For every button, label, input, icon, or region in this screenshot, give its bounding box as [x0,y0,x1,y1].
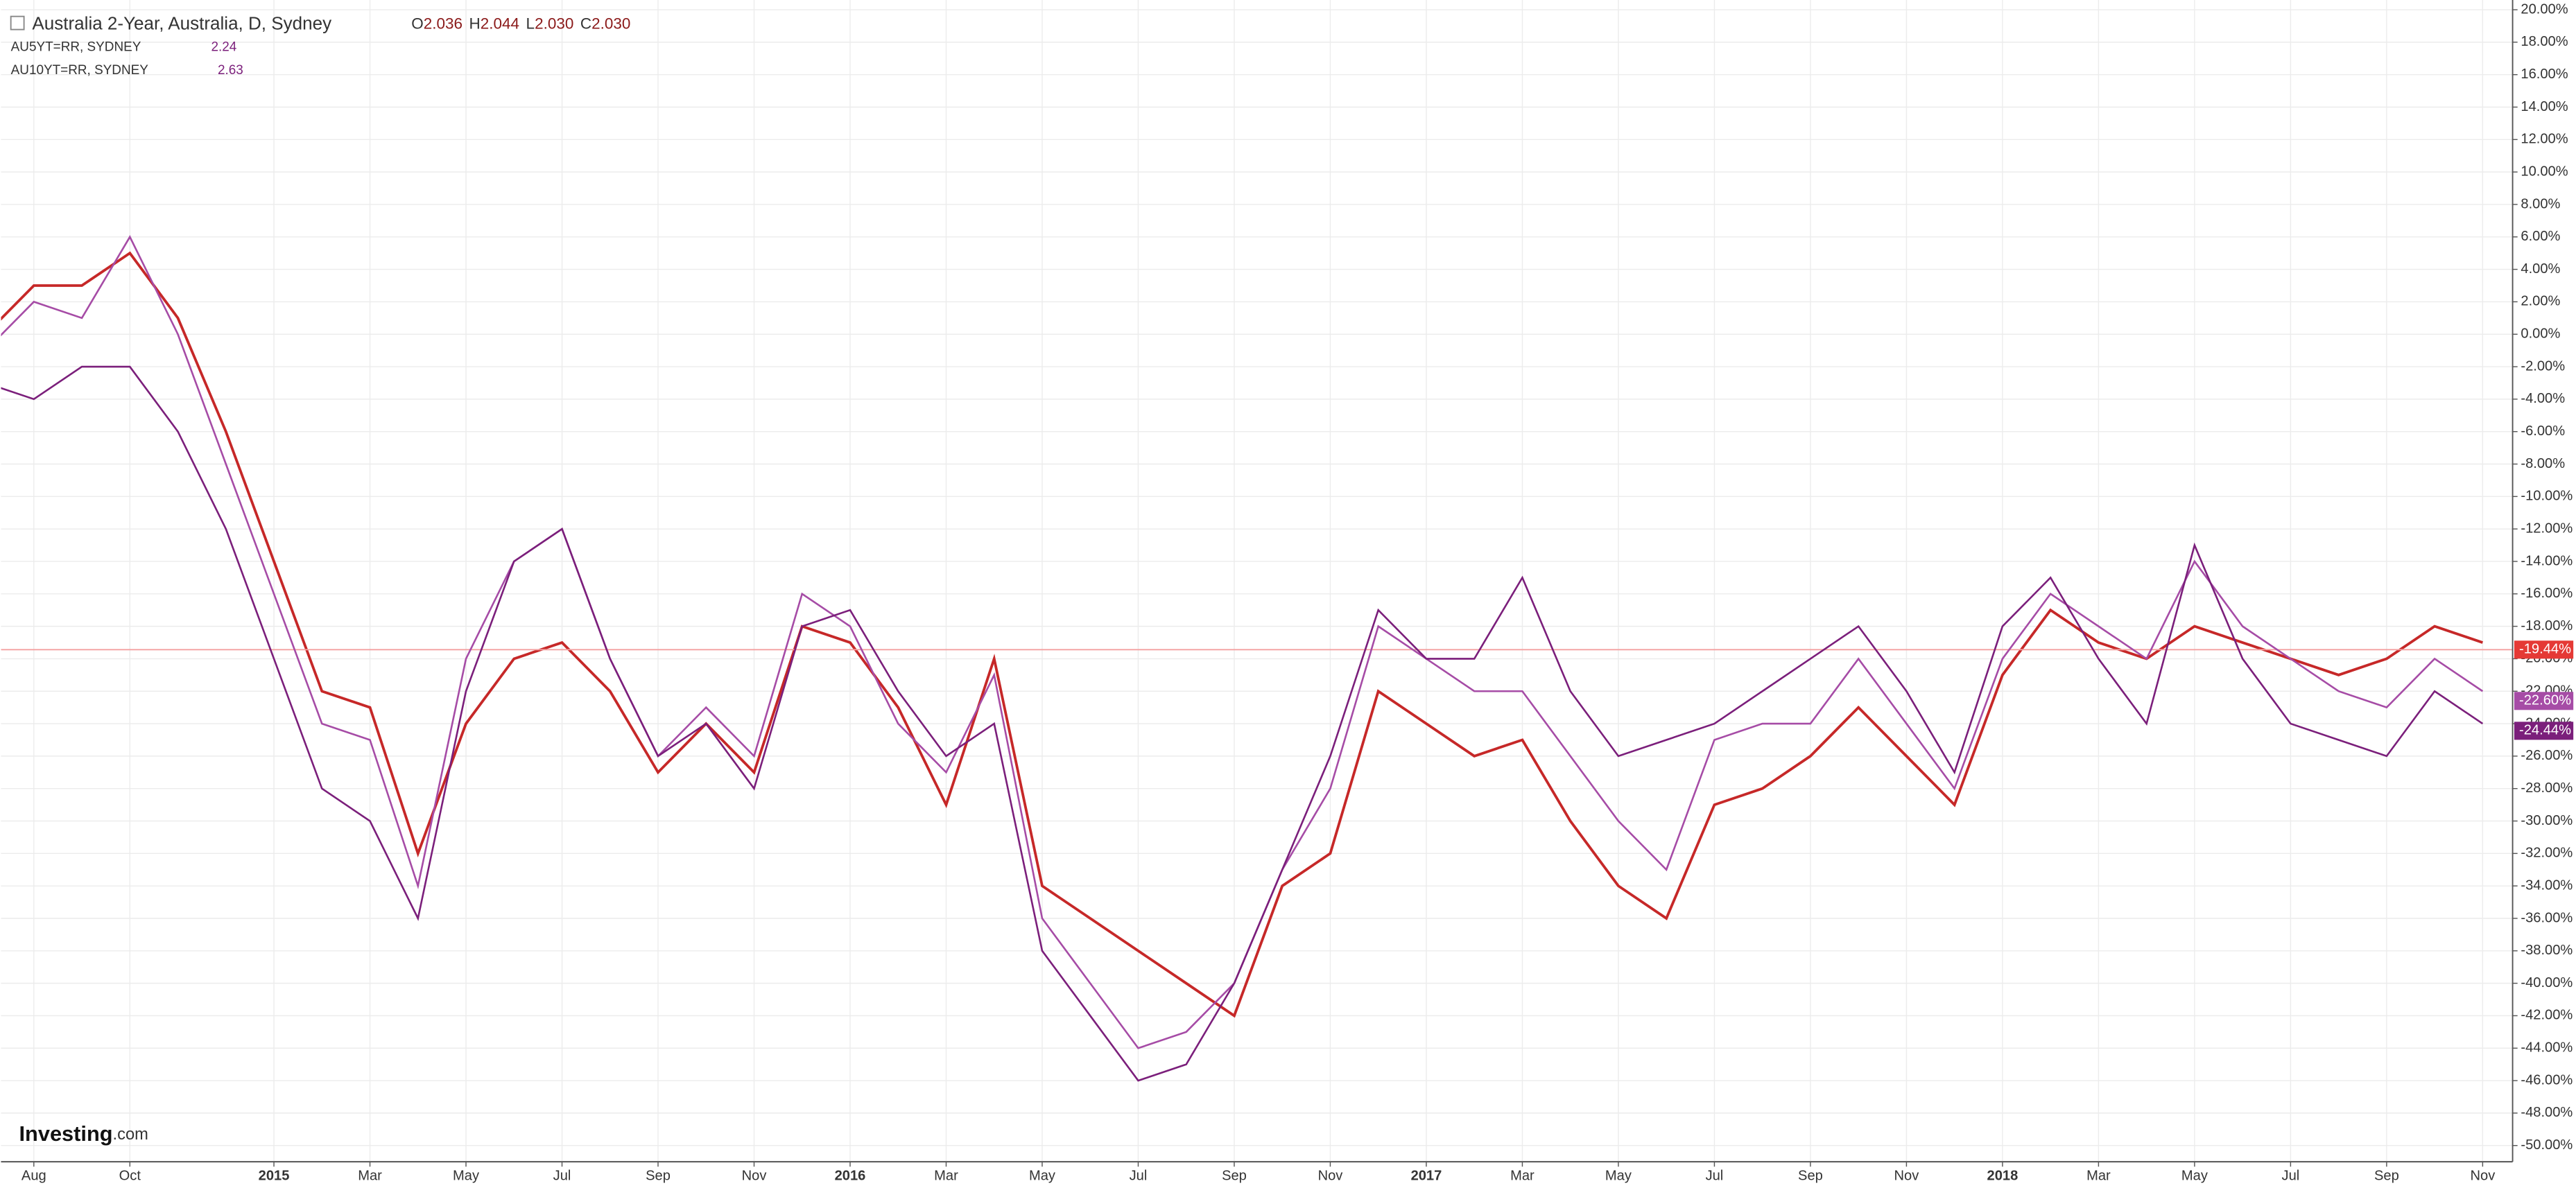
y-tick-label: -40.00% [2521,975,2573,990]
y-tick-label: -28.00% [2521,780,2573,796]
x-tick-label: Sep [1222,1169,1247,1184]
x-tick-label: Nov [2470,1169,2495,1184]
y-tick-label: -34.00% [2521,877,2573,893]
y-tick-label: 6.00% [2521,229,2560,244]
series-line [1,251,2483,1018]
plot-area [1,235,2513,1082]
x-tick-label: Mar [1510,1169,1535,1184]
collapse-icon[interactable] [10,15,25,30]
y-tick-label: -36.00% [2521,910,2573,925]
last-value-tag [2514,722,2574,740]
x-tick-label: 2017 [1411,1169,1442,1184]
y-tick-label: -46.00% [2521,1072,2573,1087]
ohlc-value: 2.030 [535,15,573,32]
ohlc-value: 2.030 [591,15,630,32]
x-tick-label: May [453,1169,480,1184]
ohlc-label: L [526,15,535,32]
ohlc: O2.036 H2.044 L2.030 C2.030 [411,15,630,32]
header: Australia 2-Year, Australia, D, Sydney O… [10,12,630,78]
ohlc-value: 2.036 [424,15,463,32]
y-tick-label: -2.00% [2521,358,2565,374]
y-tick-label: -26.00% [2521,748,2573,763]
y-tick-label: -14.00% [2521,553,2573,568]
x-tick-label: May [1605,1169,1632,1184]
x-tick-label: Nov [1318,1169,1343,1184]
x-tick-label: Aug [21,1169,46,1184]
x-tick-label: May [2181,1169,2208,1184]
study-name: AU5YT=RR, SYDNEY [11,40,141,55]
x-tick-label: Jul [1130,1169,1148,1184]
x-tick-label: Oct [119,1169,141,1184]
last-value-tag [2514,692,2574,710]
y-tick-label: -18.00% [2521,618,2573,634]
logo-text: Investing [19,1121,112,1146]
ohlc-label: C [580,15,591,32]
y-tick-label: 2.00% [2521,294,2560,309]
x-tick-label: Sep [646,1169,671,1184]
x-tick-label: 2015 [259,1169,290,1184]
ohlc-value: 2.044 [481,15,519,32]
x-tick-label: Mar [2086,1169,2111,1184]
x-tick-label: Mar [358,1169,382,1184]
y-tick-label: -48.00% [2521,1105,2573,1120]
y-tick-label: -6.00% [2521,423,2565,439]
y-tick-label: 16.00% [2521,67,2568,82]
last-value-label: -19.44% [2519,642,2571,657]
study-value: 2.24 [211,40,236,55]
y-tick-label: -30.00% [2521,813,2573,828]
x-tick-label: 2018 [1987,1169,2019,1184]
study-name: AU10YT=RR, SYDNEY [11,63,149,78]
y-tick-label: -12.00% [2521,521,2573,536]
series-line [1,365,2484,1082]
y-tick-label: 14.00% [2521,99,2568,114]
y-tick-label: 8.00% [2521,196,2560,211]
y-tick-label: 12.00% [2521,132,2568,147]
y-tick-label: -50.00% [2521,1137,2573,1153]
y-tick-label: 4.00% [2521,261,2560,277]
logo: Investing.com [19,1121,148,1146]
y-tick-label: -16.00% [2521,586,2573,601]
title: Australia 2-Year, Australia, D, Sydney [32,12,331,33]
logo-suffix: .com [113,1126,148,1144]
y-tick-label: -32.00% [2521,846,2573,861]
grid [1,0,2513,1162]
x-tick-label: Nov [1894,1169,1919,1184]
x-tick-label: 2016 [835,1169,866,1184]
x-tick-label: Nov [742,1169,767,1184]
x-tick-label: Sep [1798,1169,1823,1184]
y-tick-label: -10.00% [2521,489,2573,504]
y-tick-label: 18.00% [2521,34,2568,49]
y-tick-label: 0.00% [2521,326,2560,342]
y-tick-label: 10.00% [2521,164,2568,179]
x-tick-label: Jul [553,1169,571,1184]
x-tick-label: Jul [2282,1169,2300,1184]
y-tick-label: -38.00% [2521,943,2573,958]
ohlc-label: O [411,15,424,32]
y-tick-label: -8.00% [2521,456,2565,471]
y-tick-label: 20.00% [2521,1,2568,17]
study-value: 2.63 [218,63,243,78]
ticks: 20.00% 18.00% 16.00% 14.00% 12.00% 10.00% 8.00… [21,1,2573,1183]
last-value-tag [2514,640,2574,659]
x-tick-label: Mar [934,1169,958,1184]
x-tick-label: May [1029,1169,1056,1184]
last-value-label: -22.60% [2519,693,2571,708]
x-tick-label: Jul [1706,1169,1724,1184]
x-tick-label: Sep [2374,1169,2399,1184]
y-tick-label: -42.00% [2521,1008,2573,1023]
y-tick-label: -4.00% [2521,391,2565,406]
y-tick-label: -44.00% [2521,1040,2573,1056]
ohlc-label: H [469,15,481,32]
last-value-label: -24.44% [2519,723,2571,738]
